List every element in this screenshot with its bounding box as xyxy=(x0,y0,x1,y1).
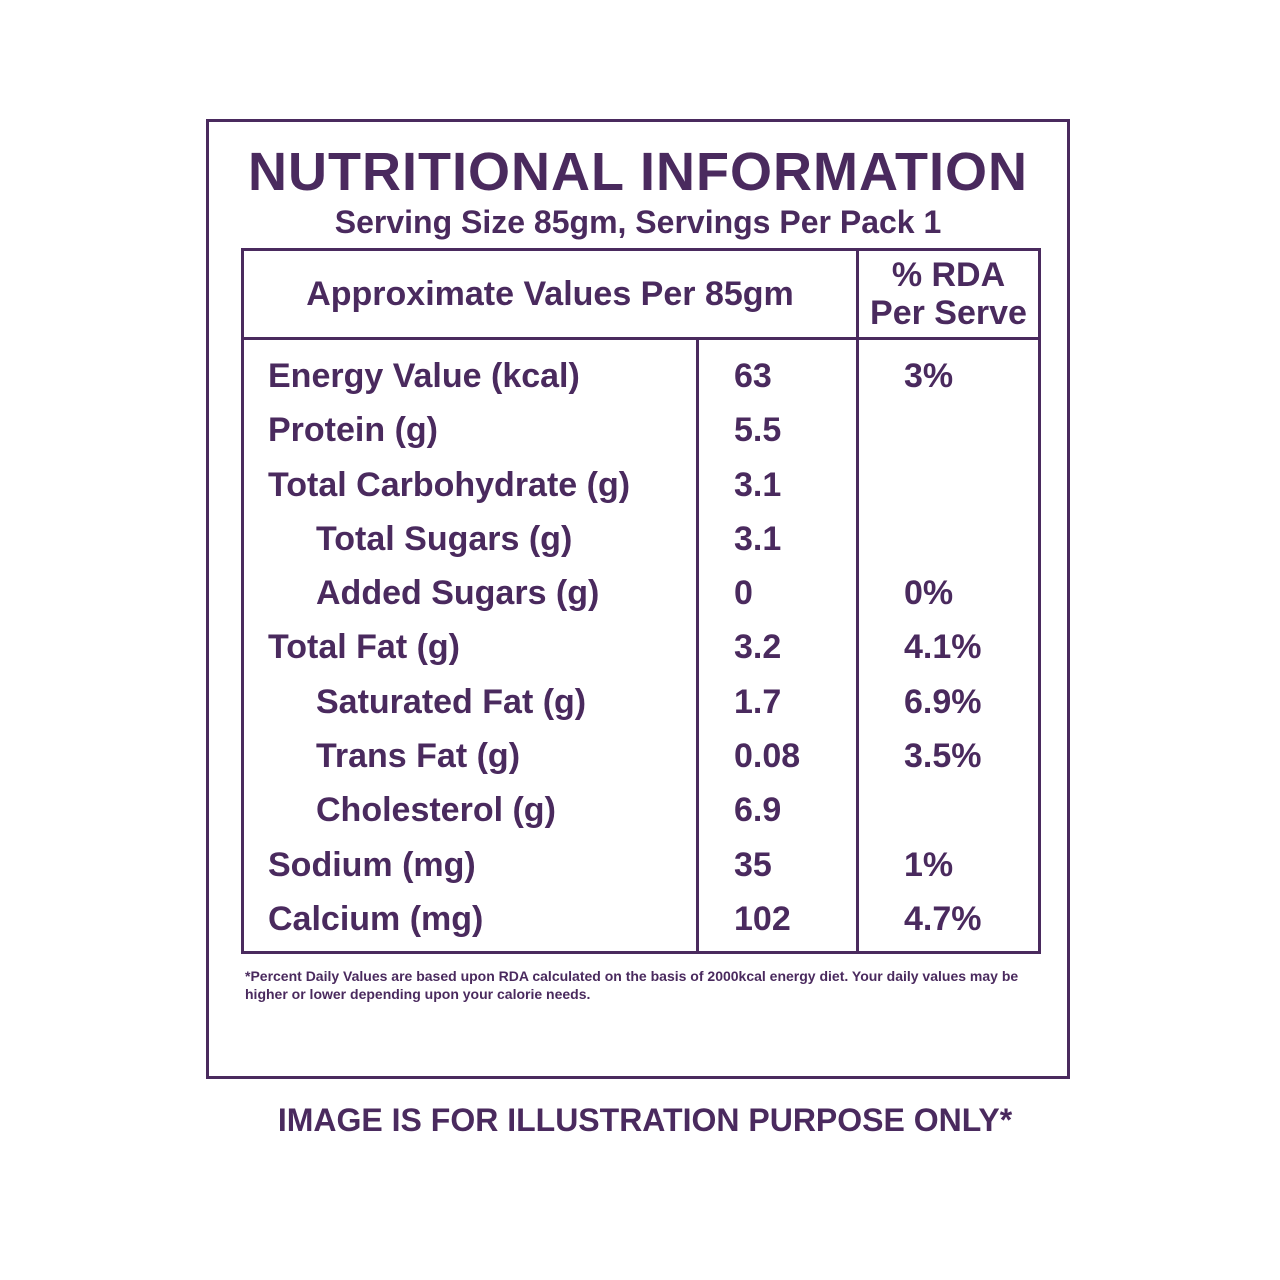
nutrient-amount: 1.7 xyxy=(734,682,782,721)
nutrient-name: Protein (g) xyxy=(268,411,438,450)
nutrient-name: Total Carbohydrate (g) xyxy=(268,465,631,504)
nutrient-rda: 4.1% xyxy=(904,628,982,667)
nutrient-rda: 4.7% xyxy=(904,899,982,938)
table-row: Energy Value (kcal) 63 3% xyxy=(244,349,1038,403)
nutrient-amount: 6.9 xyxy=(734,791,782,830)
header-values-per-serving: Approximate Values Per 85gm xyxy=(306,274,794,313)
nutrition-label: NUTRITIONAL INFORMATION Serving Size 85g… xyxy=(206,119,1070,1079)
table-row: Saturated Fat (g) 1.7 6.9% xyxy=(244,675,1038,729)
nutrient-rda: 6.9% xyxy=(904,682,982,721)
nutrient-name: Trans Fat (g) xyxy=(316,737,521,776)
nutrient-amount: 0 xyxy=(734,574,753,613)
nutrient-rda: 1% xyxy=(904,845,954,884)
nutrient-name: Energy Value (kcal) xyxy=(268,357,580,395)
table-row: Added Sugars (g) 0 0% xyxy=(244,566,1038,620)
header-rda: % RDA Per Serve xyxy=(859,251,1038,337)
nutrient-rda: 0% xyxy=(904,574,954,613)
nutrient-name: Added Sugars (g) xyxy=(316,574,600,613)
label-title: NUTRITIONAL INFORMATION xyxy=(248,142,1028,202)
table-row: Cholesterol (g) 6.9 xyxy=(244,783,1038,837)
nutrient-amount: 102 xyxy=(734,899,791,938)
nutrient-amount: 5.5 xyxy=(734,411,782,450)
nutrient-amount: 0.08 xyxy=(734,737,801,776)
nutrient-name: Cholesterol (g) xyxy=(316,791,556,830)
nutrient-amount: 35 xyxy=(734,845,772,884)
table-row: Total Sugars (g) 3.1 xyxy=(244,512,1038,566)
table-row: Calcium (mg) 102 4.7% xyxy=(244,892,1038,946)
nutrient-name: Calcium (mg) xyxy=(268,899,484,938)
table-row: Sodium (mg) 35 1% xyxy=(244,838,1038,892)
nutrient-rda: 3.5% xyxy=(904,737,982,776)
table-row: Total Fat (g) 3.2 4.1% xyxy=(244,620,1038,674)
header-rda-line2: Per Serve xyxy=(870,294,1027,332)
nutrient-amount: 3.1 xyxy=(734,465,782,504)
nutrient-name: Sodium (mg) xyxy=(268,845,476,884)
footnote: *Percent Daily Values are based upon RDA… xyxy=(245,968,1019,1002)
column-divider-rda xyxy=(856,251,859,951)
nutrient-name: Total Fat (g) xyxy=(268,628,460,667)
header-divider xyxy=(244,337,1038,340)
illustration-disclaimer: IMAGE IS FOR ILLUSTRATION PURPOSE ONLY* xyxy=(277,1102,1013,1138)
serving-info: Serving Size 85gm, Servings Per Pack 1 xyxy=(334,204,942,240)
table-row: Total Carbohydrate (g) 3.1 xyxy=(244,458,1038,512)
header-rda-line1: % RDA xyxy=(891,256,1006,294)
nutrient-amount: 3.1 xyxy=(734,519,782,558)
nutrient-amount: 63 xyxy=(734,357,772,395)
nutrient-amount: 3.2 xyxy=(734,628,782,667)
nutrient-rda: 3% xyxy=(904,357,954,395)
nutrient-name: Saturated Fat (g) xyxy=(316,682,587,721)
nutrient-rows: Energy Value (kcal) 63 3% Protein (g) 5.… xyxy=(244,349,1038,946)
table-row: Trans Fat (g) 0.08 3.5% xyxy=(244,729,1038,783)
table-row: Protein (g) 5.5 xyxy=(244,403,1038,457)
column-divider-amount xyxy=(696,340,699,951)
nutrition-table: Approximate Values Per 85gm % RDA Per Se… xyxy=(241,248,1041,954)
nutrient-name: Total Sugars (g) xyxy=(316,519,573,558)
